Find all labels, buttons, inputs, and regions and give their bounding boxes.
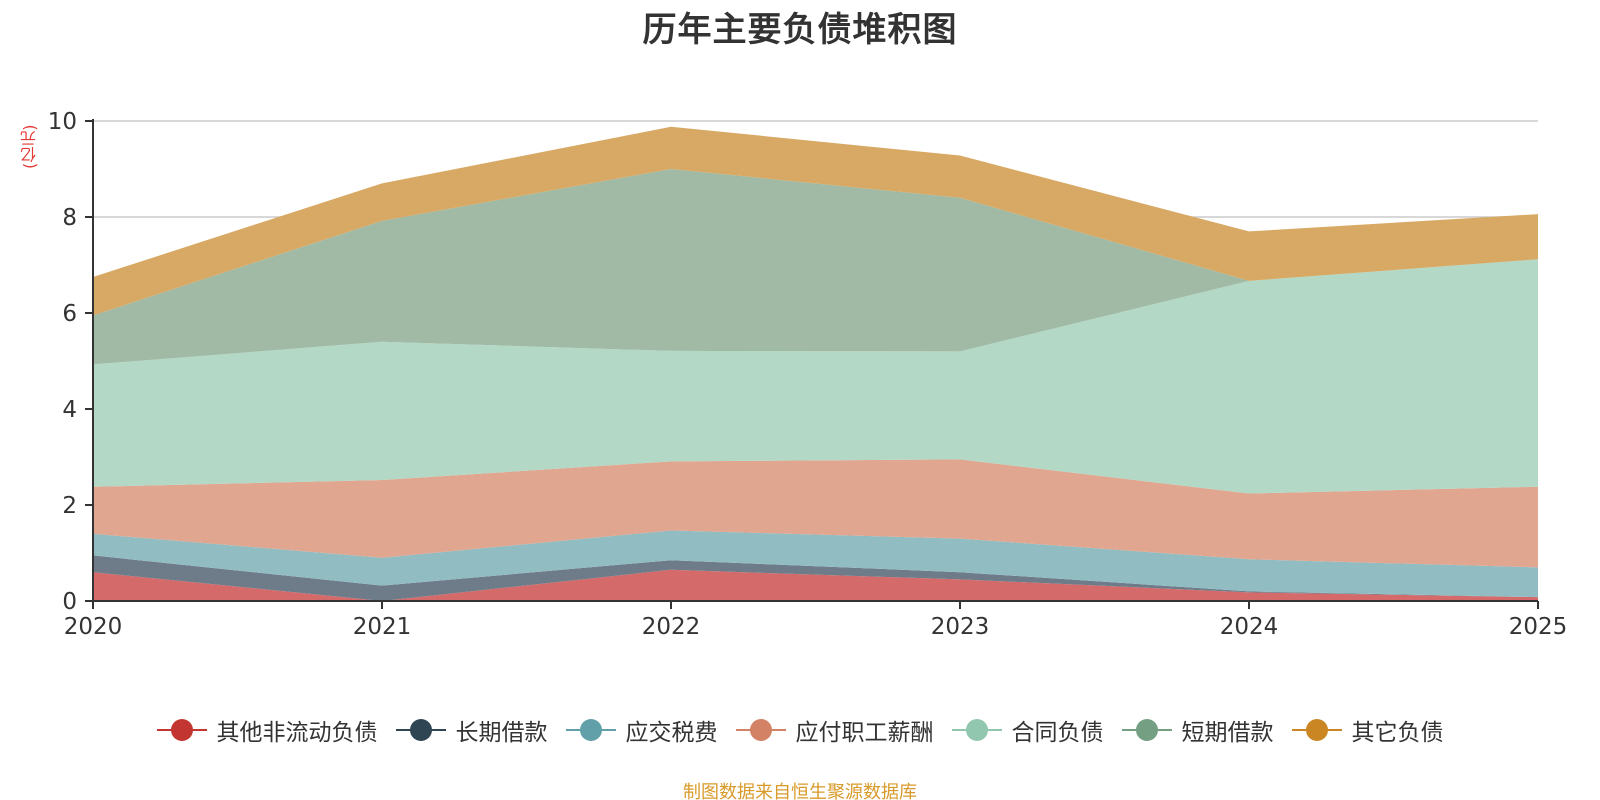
legend-dot: [965, 719, 988, 741]
legend-marker-icon: [565, 718, 616, 742]
area-series-3: [93, 459, 1538, 568]
area-series-2: [93, 530, 1538, 598]
legend-marker-icon: [1121, 718, 1172, 742]
y-tick-label-8: 8: [62, 205, 77, 231]
chart-legend: 其他非流动负债 长期借款 应交税费 应付职工薪酬 合同负债 短期借款 其它负债: [0, 713, 1600, 747]
y-tick-label-10: 10: [48, 109, 77, 135]
legend-item-2[interactable]: 应交税费: [565, 713, 718, 747]
legend-item-6[interactable]: 其它负债: [1291, 713, 1444, 747]
x-tick-label-2020: 2020: [64, 614, 123, 640]
x-tick-label-2025: 2025: [1509, 614, 1568, 640]
legend-label: 应交税费: [625, 720, 718, 746]
data-source-note: 制图数据来自恒生聚源数据库: [683, 782, 917, 800]
legend-dot: [1305, 719, 1328, 741]
y-tick-label-0: 0: [62, 589, 77, 615]
y-tick-label-6: 6: [62, 301, 77, 327]
area-series-0: [93, 569, 1538, 601]
legend-marker-icon: [395, 718, 446, 742]
area-series-5: [93, 169, 1538, 365]
legend-label: 短期借款: [1181, 720, 1274, 746]
legend-item-1[interactable]: 长期借款: [395, 713, 548, 747]
legend-item-4[interactable]: 合同负债: [951, 713, 1104, 747]
legend-marker-icon: [156, 718, 207, 742]
legend-label: 合同负债: [1011, 720, 1104, 746]
chart-title: 历年主要负债堆积图: [642, 10, 958, 50]
legend-label: 其他非流动负债: [216, 720, 378, 746]
legend-item-5[interactable]: 短期借款: [1121, 713, 1274, 747]
legend-item-3[interactable]: 应付职工薪酬: [735, 713, 934, 747]
legend-dot: [749, 719, 772, 741]
x-tick-label-2022: 2022: [642, 614, 701, 640]
legend-dot: [409, 719, 432, 741]
y-tick-label-4: 4: [62, 397, 77, 423]
x-tick-label-2021: 2021: [353, 614, 412, 640]
x-tick-label-2023: 2023: [931, 614, 990, 640]
legend-item-0[interactable]: 其他非流动负债: [156, 713, 378, 747]
area-series-4: [93, 259, 1538, 494]
legend-label: 应付职工薪酬: [795, 720, 934, 746]
legend-marker-icon: [951, 718, 1002, 742]
legend-marker-icon: [1291, 718, 1342, 742]
x-tick-label-2024: 2024: [1220, 614, 1279, 640]
legend-label: 长期借款: [455, 720, 548, 746]
legend-dot: [170, 719, 193, 741]
y-tick-label-2: 2: [62, 493, 77, 519]
legend-marker-icon: [735, 718, 786, 742]
area-series-1: [93, 555, 1538, 601]
legend-dot: [579, 719, 602, 741]
legend-label: 其它负债: [1351, 720, 1444, 746]
area-series-6: [93, 126, 1538, 316]
legend-dot: [1135, 719, 1158, 741]
